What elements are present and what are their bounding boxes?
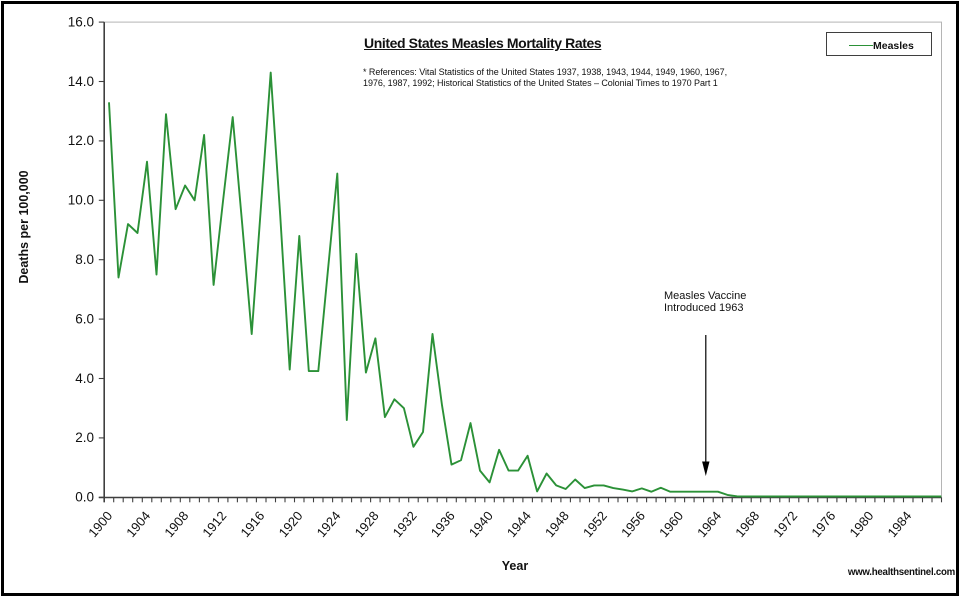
- svg-text:1944: 1944: [504, 508, 534, 540]
- svg-text:6.0: 6.0: [75, 311, 94, 326]
- svg-text:14.0: 14.0: [68, 74, 94, 89]
- svg-text:4.0: 4.0: [75, 371, 94, 386]
- svg-text:16.0: 16.0: [68, 14, 94, 29]
- svg-text:1984: 1984: [884, 508, 914, 540]
- svg-text:1904: 1904: [123, 508, 153, 540]
- svg-text:1936: 1936: [428, 508, 458, 540]
- svg-text:1924: 1924: [314, 508, 344, 540]
- svg-text:1960: 1960: [656, 508, 686, 540]
- svg-text:1976: 1976: [808, 508, 838, 540]
- svg-text:1948: 1948: [542, 508, 572, 540]
- svg-text:1900: 1900: [85, 508, 115, 540]
- svg-text:1912: 1912: [199, 508, 229, 540]
- svg-text:12.0: 12.0: [68, 133, 94, 148]
- svg-text:0.0: 0.0: [75, 490, 94, 505]
- svg-text:1940: 1940: [466, 508, 496, 540]
- svg-text:1964: 1964: [694, 508, 724, 540]
- svg-text:1928: 1928: [352, 508, 382, 540]
- svg-text:1952: 1952: [580, 508, 610, 540]
- svg-text:10.0: 10.0: [68, 193, 94, 208]
- svg-text:1908: 1908: [161, 508, 191, 540]
- svg-text:1932: 1932: [390, 508, 420, 540]
- svg-text:1956: 1956: [618, 508, 648, 540]
- svg-text:1968: 1968: [732, 508, 762, 540]
- svg-text:1972: 1972: [770, 508, 800, 540]
- svg-text:1916: 1916: [237, 508, 267, 540]
- svg-text:1980: 1980: [846, 508, 876, 540]
- svg-text:8.0: 8.0: [75, 252, 94, 267]
- svg-text:1920: 1920: [276, 508, 306, 540]
- svg-text:2.0: 2.0: [75, 430, 94, 445]
